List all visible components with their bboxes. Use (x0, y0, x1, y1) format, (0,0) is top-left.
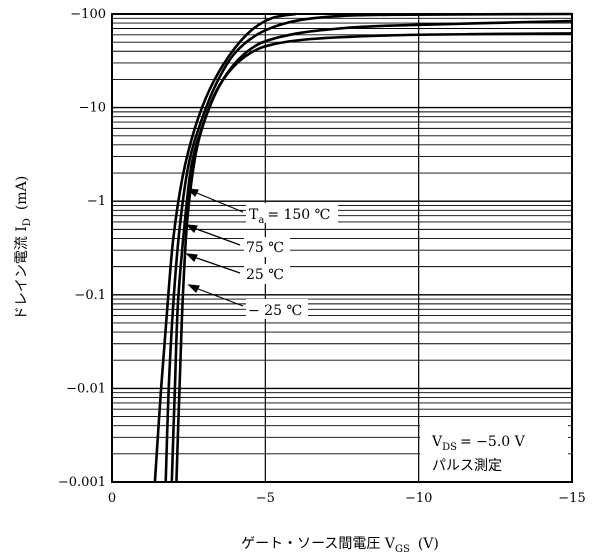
y-tick-label: −0.1 (74, 288, 106, 303)
y-tick-label: −1 (87, 194, 106, 209)
series-line-0 (153, 12, 297, 483)
condition-box (420, 425, 568, 477)
annotation-m25: − 25 ℃ (248, 303, 302, 319)
annotation-25: 25 ℃ (246, 267, 284, 283)
x-tick-label: −10 (405, 491, 432, 506)
y-tick-label: −0.01 (66, 381, 106, 396)
y-axis-ticks: −0.001 −0.01 −0.1 −1 −10 −100 (58, 7, 106, 490)
arrow-150 (191, 190, 244, 213)
arrow-m25 (192, 286, 244, 307)
y-tick-label: −10 (79, 101, 106, 116)
arrowhead-m25 (187, 284, 200, 294)
annotation-ta: Ta = 150 ℃ (249, 207, 330, 226)
label-bg-25 (244, 264, 290, 284)
x-tick-label: −5 (256, 491, 275, 506)
curves (153, 12, 573, 483)
arrowhead-75 (185, 224, 198, 234)
series-line-1 (164, 12, 573, 483)
x-tick-label: 0 (108, 491, 116, 506)
y-tick-label: −0.001 (58, 475, 106, 490)
arrowhead-150 (186, 188, 199, 198)
annotation-75: 75 ℃ (246, 240, 284, 256)
arrowhead-25 (185, 253, 198, 263)
x-axis-ticks: 0 −5 −10 −15 (108, 491, 586, 506)
series-line-2 (170, 19, 573, 483)
label-bg-75 (244, 237, 290, 257)
annotation-arrows (185, 188, 244, 307)
y-tick-label: −100 (70, 7, 106, 22)
condition-vds: VDS = −5.0 V (431, 434, 526, 453)
arrow-25 (190, 255, 241, 274)
x-tick-label: −15 (558, 491, 585, 506)
series-line-3 (175, 32, 573, 483)
condition-pulse: パルス測定 (432, 458, 502, 474)
label-bg-150 (246, 203, 338, 223)
plot-frame (111, 13, 573, 483)
label-bg-m25 (246, 299, 308, 319)
x-axis-label: ゲート・ソース間電圧 VGS (V) (241, 536, 439, 555)
arrow-75 (190, 226, 241, 246)
grid (111, 14, 573, 483)
y-axis-label: ドレイン電流 ID(mA) (14, 176, 33, 320)
